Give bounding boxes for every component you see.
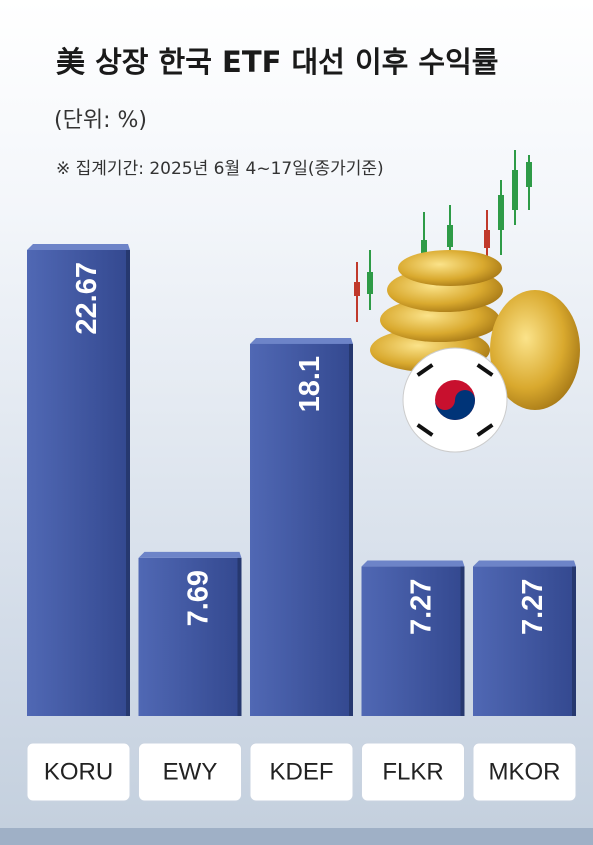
value-label: 7.27 bbox=[406, 579, 438, 635]
bar-shade bbox=[460, 566, 465, 716]
bar-shade bbox=[572, 566, 576, 716]
bar-top bbox=[250, 337, 353, 344]
bar bbox=[361, 566, 465, 716]
note: ※ 집계기간: 2025년 6월 4~17일(종가기준) bbox=[56, 159, 384, 179]
bar-shade bbox=[349, 343, 353, 716]
bar bbox=[27, 250, 130, 716]
category-box bbox=[26, 742, 131, 802]
chart-title: 美 상장 한국 ETF 대선 이후 수익률 bbox=[56, 45, 498, 79]
category-box bbox=[138, 742, 242, 802]
unit-label: (단위: %) bbox=[54, 108, 147, 133]
bar bbox=[473, 566, 576, 716]
x-tick-label: MKOR bbox=[489, 758, 561, 785]
bar-top bbox=[138, 551, 242, 558]
x-tick-label: KDEF bbox=[269, 758, 333, 785]
category-box bbox=[472, 742, 577, 802]
bar-shade bbox=[237, 557, 242, 716]
category-box bbox=[361, 742, 465, 802]
x-tick-label: EWY bbox=[163, 758, 218, 785]
category-box bbox=[249, 742, 354, 802]
bar bbox=[138, 557, 242, 716]
value-label: 22.67 bbox=[71, 262, 103, 335]
decoration bbox=[354, 150, 580, 453]
x-tick-label: KORU bbox=[44, 758, 113, 785]
bar-top bbox=[473, 560, 576, 567]
value-label: 18.1 bbox=[294, 356, 326, 412]
x-tick-label: FLKR bbox=[382, 758, 443, 785]
bar-top bbox=[361, 560, 465, 567]
bar-top bbox=[27, 244, 130, 250]
bottom-strip bbox=[0, 828, 593, 845]
value-label: 7.69 bbox=[183, 570, 215, 626]
value-label: 7.27 bbox=[517, 579, 549, 635]
bar bbox=[250, 343, 353, 716]
bar-shade bbox=[126, 250, 130, 716]
